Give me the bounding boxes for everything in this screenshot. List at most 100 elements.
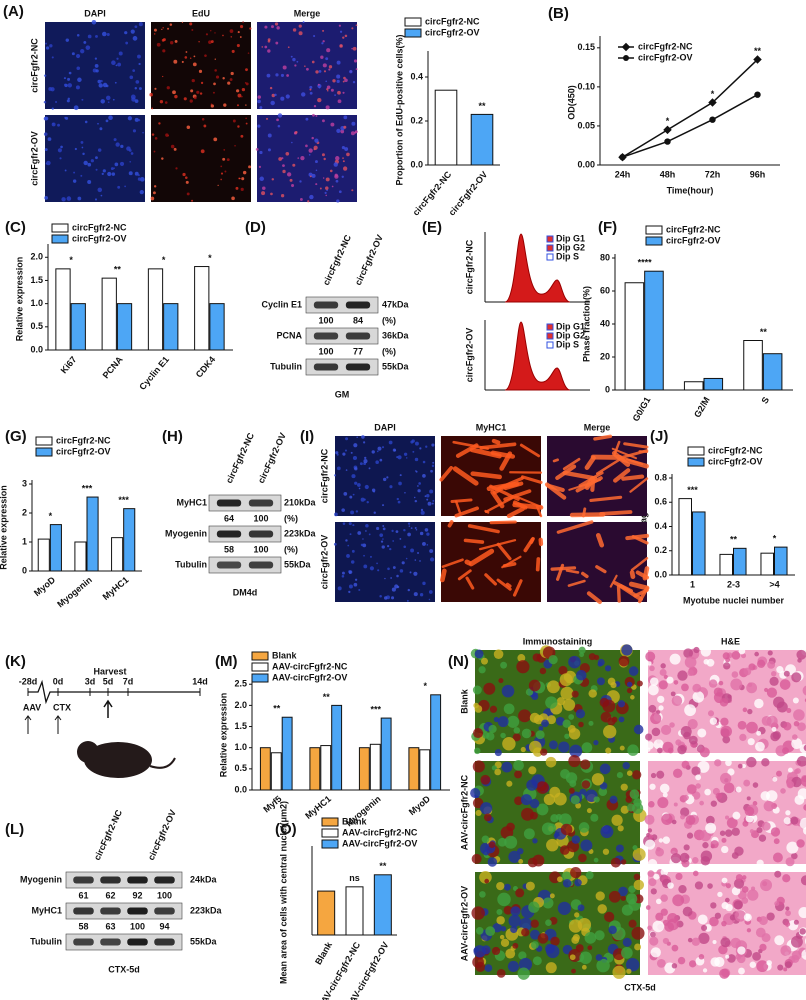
micrograph-cell bbox=[342, 91, 345, 94]
myotube bbox=[479, 539, 517, 551]
micrograph-cell bbox=[391, 529, 394, 533]
micrograph-cell bbox=[323, 157, 326, 161]
band-size: 223kDa bbox=[284, 528, 317, 538]
micrograph-cell bbox=[659, 783, 670, 794]
micrograph-cell bbox=[353, 582, 358, 587]
micrograph-cell bbox=[350, 510, 355, 515]
micrograph-cell bbox=[389, 485, 393, 489]
micrograph-cell bbox=[222, 77, 225, 80]
micrograph-cell bbox=[248, 165, 252, 169]
bar bbox=[644, 270, 664, 391]
micrograph-cell bbox=[498, 678, 504, 684]
micrograph-cell bbox=[368, 533, 371, 536]
micrograph-cell bbox=[410, 548, 415, 553]
micrograph-cell bbox=[322, 40, 325, 43]
micrograph-cell bbox=[108, 115, 113, 121]
micrograph-cell bbox=[542, 897, 554, 909]
micrograph-cell bbox=[175, 167, 178, 170]
micrograph-cell bbox=[236, 104, 239, 107]
micrograph-cell bbox=[417, 552, 420, 555]
micrograph-cell bbox=[342, 160, 345, 163]
micrograph-cell bbox=[80, 49, 85, 54]
micrograph-cell bbox=[548, 740, 558, 750]
significance: ns bbox=[349, 873, 360, 883]
micrograph-cell bbox=[152, 191, 156, 195]
quant-unit: (%) bbox=[284, 513, 298, 523]
micrograph-cell bbox=[776, 666, 784, 674]
micrograph-cell bbox=[129, 75, 134, 80]
y-tick-label: 2 bbox=[22, 507, 27, 517]
micrograph-cell bbox=[415, 470, 417, 472]
blot-band bbox=[313, 332, 339, 340]
micrograph-cell bbox=[161, 28, 163, 31]
micrograph bbox=[151, 22, 251, 109]
blot-strip bbox=[65, 902, 183, 920]
micrograph-cell bbox=[569, 780, 577, 787]
micrograph-cell bbox=[281, 157, 284, 160]
micrograph-cell bbox=[630, 695, 635, 700]
micrograph-cell bbox=[166, 86, 170, 90]
micrograph-cell bbox=[602, 848, 610, 855]
micrograph-cell bbox=[766, 912, 775, 921]
blot-band bbox=[154, 938, 175, 946]
micrograph-cell bbox=[241, 87, 246, 92]
micrograph-cell bbox=[341, 175, 344, 178]
micrograph-cell bbox=[220, 172, 224, 175]
micrograph-cell bbox=[621, 644, 633, 656]
micrograph-cell bbox=[65, 116, 69, 120]
micrograph-cell bbox=[126, 146, 131, 151]
micrograph-cell bbox=[670, 691, 676, 697]
quant-unit: (%) bbox=[382, 346, 396, 356]
micrograph-cell bbox=[503, 703, 515, 715]
micrograph-cell bbox=[409, 571, 412, 574]
micrograph-cell bbox=[735, 786, 742, 793]
micrograph-cell bbox=[631, 926, 645, 940]
bar bbox=[470, 113, 494, 166]
micrograph-cell bbox=[656, 958, 666, 968]
micrograph-cell bbox=[306, 67, 309, 71]
micrograph-cell bbox=[532, 838, 538, 844]
micrograph-cell bbox=[705, 815, 715, 825]
micrograph-cell bbox=[336, 128, 341, 133]
band-label: Tubulin bbox=[30, 936, 62, 946]
micrograph-cell bbox=[660, 663, 666, 669]
micrograph-cell bbox=[134, 171, 139, 176]
micrograph-cell bbox=[97, 187, 103, 193]
micrograph-cell bbox=[129, 160, 132, 163]
micrograph-cell bbox=[422, 460, 426, 464]
micrograph-cell bbox=[531, 693, 539, 701]
micrograph-cell bbox=[754, 698, 764, 709]
micrograph-cell bbox=[473, 727, 484, 739]
micrograph-cell bbox=[309, 85, 313, 89]
micrograph-cell bbox=[130, 152, 134, 155]
micrograph-cell bbox=[245, 82, 249, 86]
micrograph-cell bbox=[571, 936, 580, 944]
micrograph-cell bbox=[730, 937, 741, 949]
micrograph-cell bbox=[95, 168, 98, 171]
micrograph-cell bbox=[311, 173, 316, 178]
micrograph-cell bbox=[398, 481, 402, 486]
micrograph-cell bbox=[797, 722, 806, 732]
micrograph-cell bbox=[662, 937, 670, 945]
micrograph-cell bbox=[349, 69, 353, 74]
micrograph-cell bbox=[342, 452, 346, 456]
myotube bbox=[625, 533, 649, 541]
micrograph-cell bbox=[767, 660, 776, 669]
micrograph-cell bbox=[518, 859, 524, 864]
micrograph-cell bbox=[619, 745, 625, 751]
micrograph-cell bbox=[183, 97, 187, 101]
micrograph-cell bbox=[173, 59, 178, 64]
bar bbox=[774, 546, 788, 576]
myotube bbox=[628, 581, 650, 591]
micrograph-cell bbox=[483, 813, 492, 822]
row-label: circFgfr2-NC bbox=[29, 38, 39, 93]
micrograph-cell bbox=[536, 803, 549, 816]
micrograph-cell bbox=[673, 680, 679, 685]
micrograph-cell bbox=[264, 45, 268, 49]
micrograph-cell bbox=[407, 532, 411, 537]
micrograph-cell bbox=[95, 34, 98, 38]
micrograph-cell bbox=[518, 709, 532, 723]
myotube bbox=[497, 476, 524, 490]
micrograph-cell bbox=[678, 884, 687, 894]
micrograph-cell bbox=[336, 79, 340, 84]
